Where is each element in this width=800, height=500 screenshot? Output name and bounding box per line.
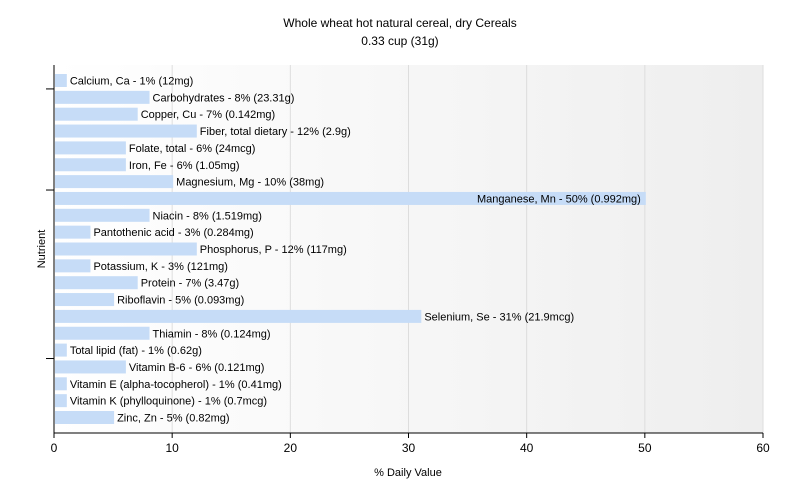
bar	[55, 326, 150, 340]
bar	[55, 158, 126, 172]
bar	[55, 309, 422, 323]
y-axis-title: Nutrient	[36, 230, 48, 269]
bar-labels: Calcium, Ca - 1% (12mg) Carbohydrates - 8…	[70, 76, 641, 425]
bar-label: Potassium, K - 3% (121mg)	[93, 261, 228, 273]
bar-label: Magnesium, Mg - 10% (38mg)	[176, 177, 324, 189]
bar-label: Vitamin E (alpha-tocopherol) - 1% (0.41m…	[70, 379, 282, 391]
bar	[55, 377, 67, 391]
bar	[55, 175, 174, 189]
bar-label: Selenium, Se - 31% (21.9mcg)	[424, 311, 574, 323]
bar	[55, 141, 126, 155]
bar-label: Niacin - 8% (1.519mg)	[153, 210, 262, 222]
bar	[55, 293, 115, 307]
bar	[55, 124, 197, 138]
bar-label: Calcium, Ca - 1% (12mg)	[70, 76, 193, 88]
bar	[55, 208, 150, 222]
bar	[55, 411, 115, 424]
bars	[55, 74, 646, 424]
bar	[55, 191, 646, 205]
chart-title: Whole wheat hot natural cereal, dry Cere…	[283, 16, 516, 30]
bar-label: Phosphorus, P - 12% (117mg)	[200, 244, 347, 256]
bar-label: Manganese, Mn - 50% (0.992mg)	[477, 193, 641, 205]
x-tick-label: 20	[284, 441, 298, 455]
bar	[55, 394, 67, 408]
bar-label: Copper, Cu - 7% (0.142mg)	[141, 109, 276, 121]
x-tick-label: 50	[638, 441, 652, 455]
bar-label: Iron, Fe - 6% (1.05mg)	[129, 160, 240, 172]
x-tick-label: 10	[165, 441, 179, 455]
bar-label: Vitamin B-6 - 6% (0.121mg)	[129, 362, 265, 374]
bar-label: Thiamin - 8% (0.124mg)	[153, 328, 271, 340]
bar-label: Protein - 7% (3.47g)	[141, 278, 239, 290]
bar-label: Carbohydrates - 8% (23.31g)	[153, 92, 295, 104]
bar-label: Vitamin K (phylloquinone) - 1% (0.7mcg)	[70, 396, 267, 408]
bar-label: Fiber, total dietary - 12% (2.9g)	[200, 126, 351, 138]
x-tick-label: 60	[756, 441, 770, 455]
x-tick-label: 0	[51, 441, 58, 455]
bar	[55, 276, 138, 290]
bar	[55, 343, 67, 357]
bar	[55, 360, 126, 374]
bar	[55, 90, 150, 104]
bar	[55, 259, 91, 273]
bar	[55, 107, 138, 121]
bar	[55, 242, 197, 256]
x-tick-label: 40	[520, 441, 534, 455]
bar-label: Riboflavin - 5% (0.093mg)	[117, 295, 244, 307]
bar-label: Folate, total - 6% (24mcg)	[129, 143, 256, 155]
x-tick-label: 30	[402, 441, 416, 455]
bar-label: Pantothenic acid - 3% (0.284mg)	[93, 227, 253, 239]
x-axis-title: % Daily Value	[374, 467, 442, 479]
bar-label: Zinc, Zn - 5% (0.82mg)	[117, 413, 229, 425]
bar	[55, 225, 91, 239]
bar-label: Total lipid (fat) - 1% (0.62g)	[70, 345, 202, 357]
axes: 0 10 20 30 40 50 60	[46, 65, 770, 455]
chart-subtitle: 0.33 cup (31g)	[361, 34, 438, 48]
bar	[55, 74, 67, 87]
